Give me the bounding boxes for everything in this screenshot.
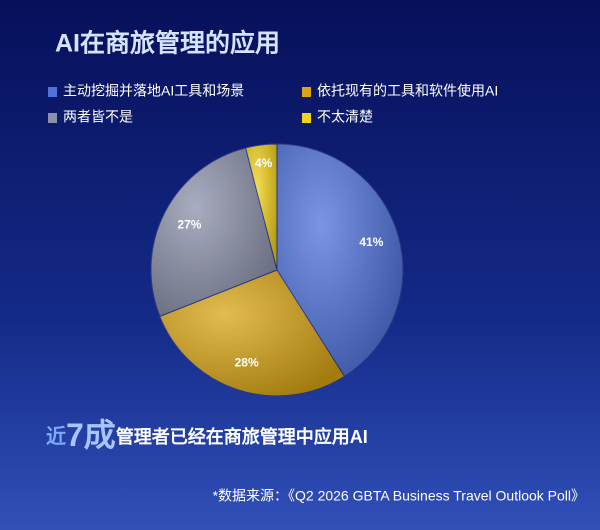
legend-label: 主动挖掘并落地AI工具和场景: [63, 83, 244, 99]
footer-rest: 管理者已经在商旅管理中应用AI: [116, 426, 368, 447]
pie: 41% 28% 27% 4%: [150, 143, 404, 397]
data-label: 27%: [177, 218, 201, 232]
legend-label: 依托现有的工具和软件使用AI: [317, 83, 498, 99]
legend-swatch: [302, 87, 311, 97]
data-label: 41%: [359, 235, 383, 249]
footer-highlight: 7成: [66, 417, 116, 453]
legend-label: 两者皆不是: [63, 109, 133, 125]
footer-note: 近7成管理者已经在商旅管理中应用AI: [46, 417, 368, 453]
legend-swatch: [48, 87, 57, 97]
legend-label: 不太清楚: [317, 109, 373, 125]
footer-prefix: 近: [46, 424, 66, 448]
legend: 主动挖掘并落地AI工具和场景 依托现有的工具和软件使用AI 两者皆不是 不太清楚: [48, 83, 498, 125]
legend-swatch: [302, 113, 311, 123]
data-label: 4%: [255, 156, 273, 170]
legend-swatch: [48, 113, 57, 123]
data-label: 28%: [235, 356, 259, 370]
source-note: *数据来源：《Q2 2026 GBTA Business Travel Outl…: [213, 488, 585, 504]
chart-title: AI在商旅管理的应用: [55, 29, 280, 58]
